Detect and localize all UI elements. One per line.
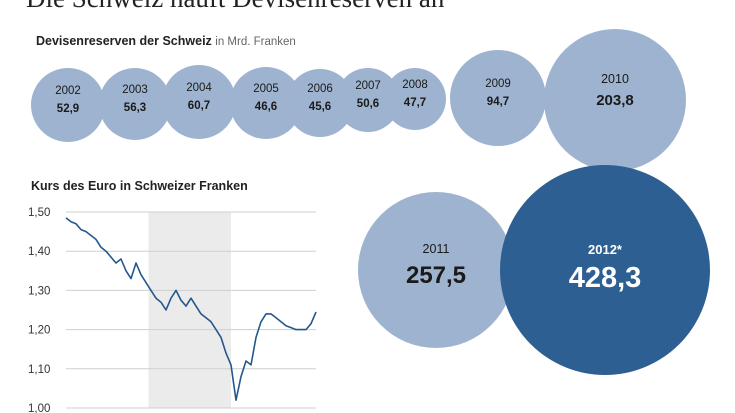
bubble-year-label: 2006 (307, 83, 333, 95)
bubble-year-label: 2012* (588, 242, 622, 257)
y-tick-label: 1,40 (28, 246, 50, 258)
bubble-value-label: 257,5 (405, 262, 467, 289)
band-divider (231, 212, 233, 408)
bubble-chart-title-text: Devisenreserven der Schweiz (36, 34, 212, 48)
line-chart-title: Kurs des Euro in Schweizer Franken (31, 179, 248, 193)
y-tick-label: 1,30 (28, 285, 50, 297)
bubble-2003: 2003 56,3 (99, 68, 171, 140)
year-band-light (233, 212, 316, 408)
bubble-year-label: 2009 (485, 78, 511, 90)
headline: Die Schweiz häuft Devisenreserven an (26, 0, 444, 14)
bubble-chart-unit: in Mrd. Franken (215, 36, 296, 48)
bubble-value-label: 47,7 (403, 97, 427, 109)
bubble-2007: 2007 50,6 (336, 68, 400, 132)
year-band (148, 212, 231, 408)
y-tick-label: 1,20 (28, 325, 50, 337)
bubble-year-label: 2010 (601, 72, 629, 86)
bubble-year-label: 2005 (253, 83, 279, 95)
y-tick-label: 1,10 (28, 364, 50, 376)
euro-chf-series-line (65, 217, 317, 401)
bubble-year-label: 2008 (402, 79, 428, 91)
bubble-value-label: 203,8 (596, 92, 634, 109)
bubble-year-label: 2002 (55, 85, 81, 97)
bubble-year-label: 2011 (422, 242, 450, 256)
bubble-value-label: 52,9 (56, 103, 80, 115)
bubble-year-label: 2007 (355, 80, 381, 92)
bubble-value-label: 94,7 (486, 96, 510, 108)
bubble-2011: 2011 257,5 (358, 192, 514, 348)
bubble-value-label: 60,7 (187, 100, 211, 112)
bubble-value-label: 45,6 (308, 101, 332, 113)
euro-chf-line-chart: 1,50 1,40 1,30 1,20 1,10 1,00 (28, 207, 317, 413)
bubble-year-label: 2004 (186, 82, 212, 94)
bubble-value-label: 46,6 (254, 101, 278, 113)
line-chart-title-text: Kurs des Euro in Schweizer Franken (31, 179, 248, 193)
bubble-2002: 2002 52,9 (31, 68, 105, 142)
bubble-chart-title: Devisenreserven der Schweiz in Mrd. Fran… (36, 34, 296, 48)
bubble-2009: 2009 94,7 (450, 50, 546, 146)
bubble-2010: 2010 203,8 (544, 29, 686, 171)
bubble-value-label: 56,3 (123, 102, 147, 114)
bubble-2004: 2004 60,7 (162, 65, 236, 139)
bubble-2008: 2008 47,7 (384, 68, 446, 130)
y-tick-label: 1,50 (28, 207, 50, 219)
y-tick-label: 1,00 (28, 403, 50, 413)
bubble-value-label: 428,3 (568, 262, 642, 294)
bubble-year-label: 2003 (122, 84, 148, 96)
bubble-2012: 2012* 428,3 (500, 165, 710, 375)
bubble-value-label: 50,6 (356, 98, 380, 110)
